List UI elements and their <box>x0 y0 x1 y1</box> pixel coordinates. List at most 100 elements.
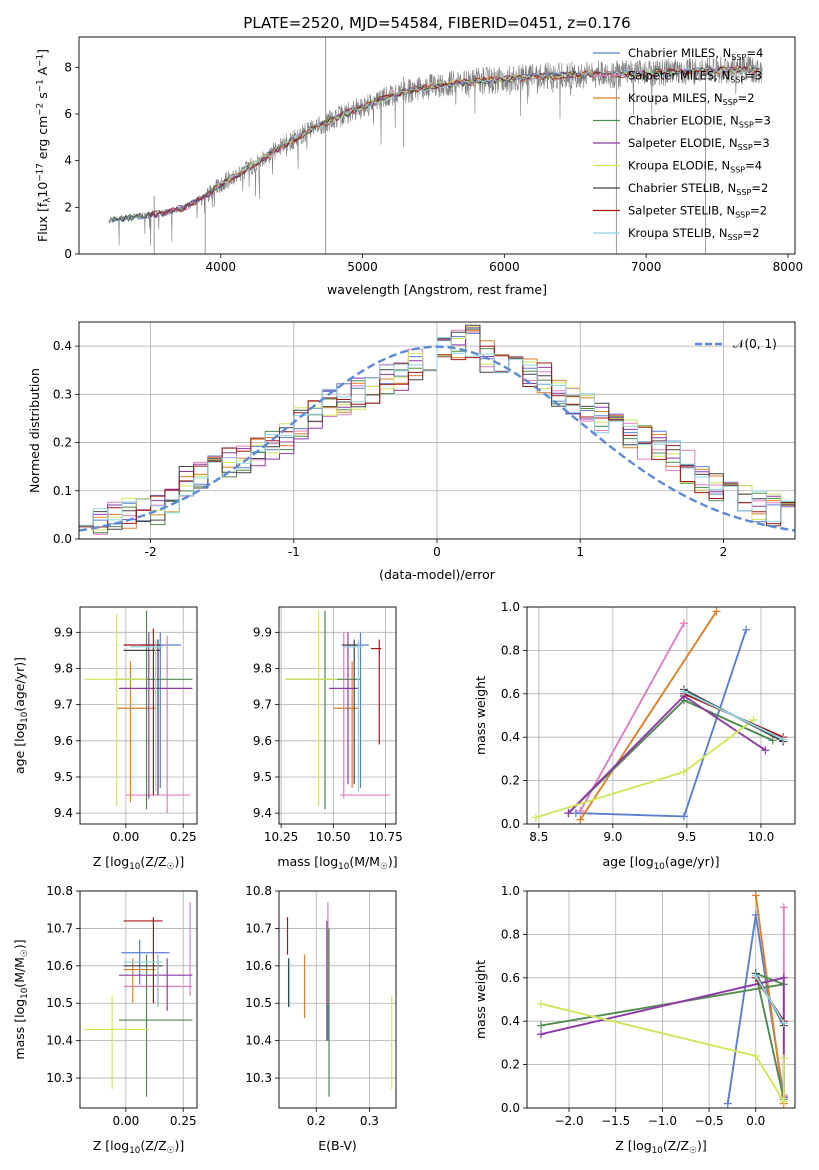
grid <box>279 607 396 824</box>
y-tick-label: 10.4 <box>46 1034 73 1048</box>
legend-label: Salpeter ELODIE, NSSP=3 <box>628 136 770 152</box>
marker-point <box>779 973 788 982</box>
x-tick-label: −2.0 <box>554 1114 583 1128</box>
marker-point <box>537 1030 546 1039</box>
x-axis-label: wavelength [Angstrom, rest frame] <box>327 282 547 297</box>
x-axis-label: mass [log10(M/M☉)] <box>277 854 397 872</box>
plot-area <box>79 324 795 535</box>
x-tick-label: 10.25 <box>264 830 298 844</box>
axes-frame <box>278 606 397 825</box>
y-axis-label: Normed distribution <box>27 368 42 493</box>
y-tick-label: 0.2 <box>501 1058 520 1072</box>
x-tick-label: 2 <box>720 545 728 559</box>
model-spectrum-line <box>149 65 760 218</box>
model-spectrum-line <box>213 65 759 192</box>
y-tick-label: 2 <box>64 200 72 214</box>
x-tick-label: 6000 <box>489 260 520 274</box>
y-tick-label: 1.0 <box>501 884 520 898</box>
age-vs-mass-panel: 10.25 10.50 10.75 9.4 9.5 9.6 9.7 9.8 9.9 mass [l… <box>253 606 403 872</box>
grid <box>80 890 197 1108</box>
marker-point <box>749 715 758 724</box>
y-tick-label: 0.4 <box>501 730 520 744</box>
x-tick-label: 0.00 <box>113 830 140 844</box>
y-axis-label: mass [log10(M/M☉)] <box>12 939 30 1059</box>
marker-point <box>679 619 688 628</box>
x-tick-label: 0 <box>433 545 441 559</box>
grid <box>80 607 197 824</box>
x-tick-label: 10.0 <box>748 830 775 844</box>
y-tick-label: 9.4 <box>253 806 272 820</box>
marker-point <box>779 1054 788 1063</box>
series-line <box>567 694 766 814</box>
x-tick-label: 0.3 <box>360 1114 379 1128</box>
y-tick-label: 9.5 <box>54 770 73 784</box>
series-line <box>540 1002 785 1105</box>
marker-point <box>679 687 688 696</box>
mass-weight-vs-age-panel: 8.5 9.0 9.5 10.0 0.0 0.2 0.4 0.6 0.8 1.0 age [log1… <box>473 600 796 872</box>
series-line <box>683 690 784 741</box>
marker-point <box>742 625 751 634</box>
x-tick-label: 7000 <box>631 260 662 274</box>
series-line <box>579 622 685 812</box>
marker-point <box>751 971 760 980</box>
y-tick-label: 10.5 <box>46 996 73 1010</box>
x-tick-label: 8000 <box>773 260 804 274</box>
marker-point <box>576 806 585 815</box>
marker-point <box>571 809 580 818</box>
marker-point <box>768 736 777 745</box>
y-tick-label: 9.8 <box>54 661 73 675</box>
y-tick-label: 4 <box>64 154 72 168</box>
y-tick-label: 0.0 <box>501 1101 520 1115</box>
y-tick-label: 10.8 <box>245 884 272 898</box>
marker-point <box>779 1019 788 1028</box>
x-axis-label: age [log10(age/yr)] <box>602 854 719 872</box>
grid <box>279 890 396 1108</box>
y-tick-label: 10.7 <box>245 921 272 935</box>
x-tick-label: 0.0 <box>746 1114 765 1128</box>
marker-point <box>576 815 585 824</box>
x-tick-label: 10.75 <box>368 830 402 844</box>
plot-area <box>84 902 193 1097</box>
marker-point <box>537 1021 546 1030</box>
marker-point <box>537 999 546 1008</box>
y-tick-label: 0.6 <box>501 687 520 701</box>
plot-area <box>84 610 193 814</box>
spectrum-panel: 4000 5000 6000 7000 8000 0 2 4 6 8 wavelength [Ang… <box>35 36 804 297</box>
x-tick-label: 1 <box>576 545 584 559</box>
y-tick-label: 0.8 <box>501 643 520 657</box>
y-tick-label: 10.4 <box>245 1034 272 1048</box>
x-axis-label: Z [log10(Z/Z☉)] <box>93 1138 184 1156</box>
marker-point <box>751 1051 760 1060</box>
marker-point <box>531 813 540 822</box>
axes-frame <box>78 321 796 540</box>
legend-label: Chabrier STELIB, NSSP=2 <box>628 181 768 197</box>
figure-title: PLATE=2520, MJD=54584, FIBERID=0451, z=0… <box>243 14 630 32</box>
axes-frame <box>79 606 198 825</box>
y-tick-label: 10.8 <box>46 884 73 898</box>
y-tick-label: 0.8 <box>501 927 520 941</box>
y-tick-label: 6 <box>64 107 72 121</box>
y-tick-label: 10.7 <box>46 921 73 935</box>
plot-area <box>286 902 393 1097</box>
axes-frame <box>526 890 796 1109</box>
marker-point <box>679 767 688 776</box>
plot-area <box>108 37 763 254</box>
mass-vs-extinction-panel: 0.2 0.3 10.3 10.4 10.5 10.6 10.7 10.8 E(B-V) <box>245 884 397 1153</box>
marker-point <box>751 891 760 900</box>
y-axis-label: mass weight <box>473 960 488 1039</box>
y-tick-label: 0.2 <box>501 774 520 788</box>
x-tick-label: −0.5 <box>695 1114 724 1128</box>
x-tick-label: 8.5 <box>529 830 548 844</box>
x-tick-label: 0.00 <box>113 1114 140 1128</box>
x-tick-label: -2 <box>145 545 157 559</box>
y-axis-label: Flux [fλ10−17 erg cm−2 s−1 A−1] <box>35 49 53 242</box>
residual-histogram-panel: -2 -1 0 1 2 0.0 0.1 0.2 0.3 0.4 (data-model)/error… <box>27 321 796 582</box>
legend: Chabrier MILES, NSSP=4 Salpeter MILES, NS… <box>593 46 771 242</box>
plot-area <box>531 607 788 824</box>
y-axis-label: age [log10(age/yr)] <box>12 657 30 774</box>
y-tick-label: 0.4 <box>501 1014 520 1028</box>
y-tick-label: 9.8 <box>253 661 272 675</box>
y-tick-label: 9.7 <box>54 698 73 712</box>
axes-frame <box>526 606 796 825</box>
normal-curve-line <box>79 345 795 532</box>
